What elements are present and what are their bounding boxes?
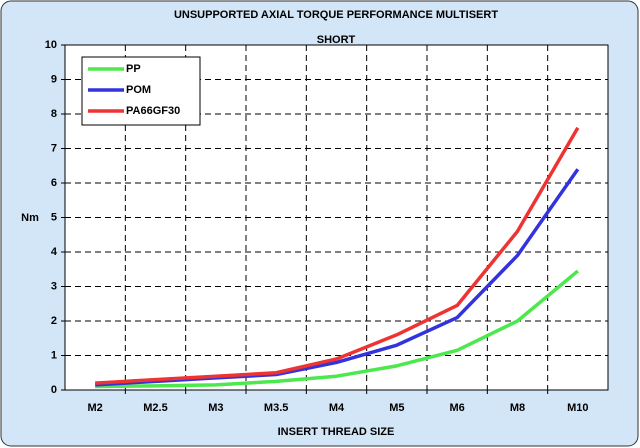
x-tick-label: M8 [510, 402, 525, 414]
y-axis-label: Nm [21, 212, 39, 224]
y-tick-label: 0 [51, 384, 57, 396]
x-tick-label: M3 [208, 402, 223, 414]
y-tick-label: 10 [45, 39, 57, 51]
y-tick-label: 1 [51, 349, 57, 361]
y-tick-label: 3 [51, 280, 57, 292]
series-line [95, 126, 580, 385]
y-tick-label: 4 [51, 246, 58, 258]
x-tick-label: M6 [450, 402, 465, 414]
y-tick-label: 2 [51, 315, 57, 327]
legend-label: PA66GF30 [126, 105, 180, 117]
y-tick-label: 5 [51, 211, 57, 223]
x-tick-label: M10 [567, 402, 588, 414]
series-line [95, 269, 579, 389]
chart-title: UNSUPPORTED AXIAL TORQUE PERFORMANCE MUL… [174, 9, 498, 21]
x-tick-label: M3.5 [264, 402, 288, 414]
x-tick-label: M5 [389, 402, 404, 414]
legend-label: POM [126, 84, 151, 96]
y-tick-label: 7 [51, 142, 57, 154]
legend-label: PP [126, 63, 141, 75]
x-tick-label: M4 [329, 402, 345, 414]
chart-title: SHORT [317, 34, 356, 46]
y-tick-label: 9 [51, 73, 57, 85]
x-tick-label: M2 [88, 402, 103, 414]
y-tick-label: 6 [51, 177, 57, 189]
x-axis-label: INSERT THREAD SIZE [278, 426, 395, 438]
y-tick-label: 8 [51, 108, 57, 120]
x-tick-label: M2.5 [143, 402, 167, 414]
